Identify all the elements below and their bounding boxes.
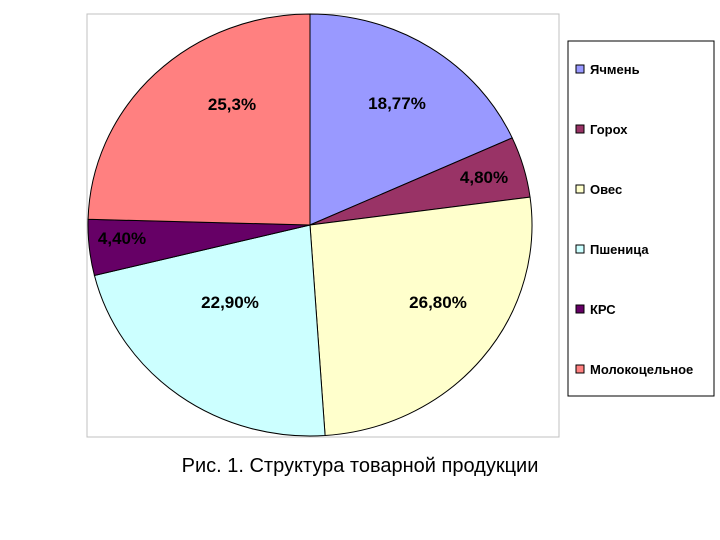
legend-label: КРС	[590, 302, 616, 317]
figure-caption: Рис. 1. Структура товарной продукции	[181, 455, 539, 477]
legend: Ячмень Горох Овес Пшеница КРС Молокоцельное	[575, 62, 693, 377]
legend-label: Молокоцельное	[590, 362, 693, 377]
pie-slice	[93, 224, 326, 437]
legend-swatch	[575, 244, 585, 254]
legend-label: Ячмень	[590, 62, 640, 77]
pie-labels: 18,77% 4,80% 26,80% 22,90% 4,40% 25,3%	[98, 94, 508, 312]
legend-box	[567, 40, 715, 397]
slice-data-label: 25,3%	[208, 95, 256, 114]
pie-slice	[309, 196, 533, 437]
slice-data-label: 26,80%	[409, 293, 467, 312]
pie-slices	[87, 13, 533, 437]
pie-slice	[309, 13, 513, 226]
legend-swatch	[575, 124, 585, 134]
legend-swatch	[575, 304, 585, 314]
slice-data-label: 4,80%	[460, 168, 508, 187]
legend-swatch	[575, 184, 585, 194]
slice-data-label: 22,90%	[201, 293, 259, 312]
slice-data-label: 4,40%	[98, 229, 146, 248]
legend-label: Овес	[590, 182, 622, 197]
legend-swatch	[575, 64, 585, 74]
pie-slice	[87, 13, 311, 226]
legend-label: Горох	[590, 122, 628, 137]
slice-data-label: 18,77%	[368, 94, 426, 113]
legend-label: Пшеница	[590, 242, 649, 257]
legend-swatch	[575, 364, 585, 374]
